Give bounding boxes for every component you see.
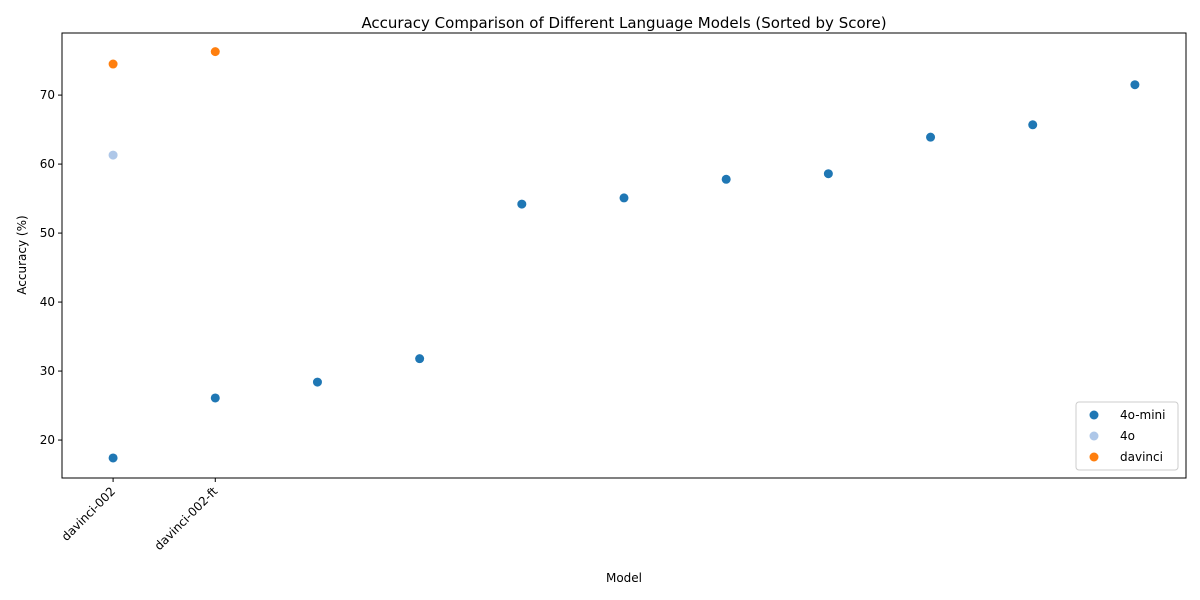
data-point-4o-mini [312, 377, 322, 387]
x-axis: davinci-002 davinci-002-ft [59, 478, 221, 553]
y-tick-label: 50 [40, 226, 55, 240]
y-tick-label: 40 [40, 295, 55, 309]
y-tick-label: 20 [40, 433, 55, 447]
x-tick-label: davinci-002-ft [152, 484, 221, 553]
data-point-4o-mini [1130, 80, 1140, 90]
legend-label: davinci [1120, 450, 1163, 464]
data-points [108, 47, 1140, 463]
data-point-davinci [210, 47, 220, 57]
data-point-4o-mini [721, 174, 731, 184]
data-point-4o-mini [108, 453, 118, 463]
y-tick-label: 60 [40, 157, 55, 171]
data-point-4o-mini [619, 193, 629, 203]
data-point-4o-mini [210, 393, 220, 403]
legend-label: 4o-mini [1120, 408, 1166, 422]
y-tick-label: 70 [40, 88, 55, 102]
y-axis: 20 30 40 50 60 70 [40, 88, 62, 447]
data-point-4o-mini [926, 132, 936, 142]
chart-title: Accuracy Comparison of Different Languag… [361, 14, 886, 32]
legend-label: 4o [1120, 429, 1135, 443]
data-point-davinci [108, 59, 118, 69]
x-axis-label: Model [606, 571, 642, 585]
legend-frame [1075, 401, 1179, 471]
plot-frame [61, 32, 1187, 479]
legend-marker [1089, 410, 1099, 420]
x-tick-label: davinci-002 [59, 484, 119, 544]
data-point-4o-mini [517, 199, 527, 209]
legend-marker [1089, 431, 1099, 441]
legend: 4o-mini 4o davinci [1075, 401, 1179, 471]
y-axis-label: Accuracy (%) [15, 215, 29, 294]
data-point-4o [108, 150, 118, 160]
data-point-4o-mini [415, 354, 425, 364]
y-tick-label: 30 [40, 364, 55, 378]
legend-marker [1089, 452, 1099, 462]
data-point-4o-mini [823, 169, 833, 179]
data-point-4o-mini [1028, 120, 1038, 130]
